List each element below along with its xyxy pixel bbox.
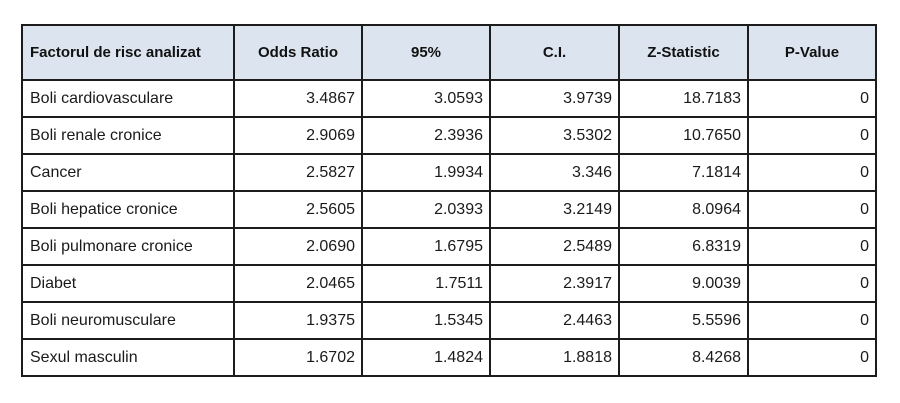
table-row: Boli cardiovasculare 3.4867 3.0593 3.9739 18… [21,79,877,118]
table-row: Sexul masculin 1.6702 1.4824 1.8818 8.4268 0 [21,338,877,377]
odds-ratio-cell: 2.5605 [233,190,363,229]
factor-cell: Sexul masculin [21,338,235,377]
odds-ratio-cell: 3.4867 [233,79,363,118]
p-value-cell: 0 [747,153,877,192]
column-header-factor: Factorul de risc analizat [21,24,235,81]
ci-lower-cell: 1.5345 [361,301,491,340]
p-value-cell: 0 [747,116,877,155]
column-header-p-value: P-Value [747,24,877,81]
odds-ratio-cell: 2.9069 [233,116,363,155]
column-header-odds-ratio: Odds Ratio [233,24,363,81]
ci-lower-cell: 1.7511 [361,264,491,303]
ci-lower-cell: 1.6795 [361,227,491,266]
risk-factors-table: Factorul de risc analizat Odds Ratio 95%… [21,24,877,377]
odds-ratio-cell: 2.0465 [233,264,363,303]
odds-ratio-cell: 2.5827 [233,153,363,192]
p-value-cell: 0 [747,338,877,377]
ci-upper-cell: 3.346 [489,153,620,192]
table-row: Boli pulmonare cronice 2.0690 1.6795 2.5489… [21,227,877,266]
z-statistic-cell: 10.7650 [618,116,749,155]
ci-upper-cell: 1.8818 [489,338,620,377]
column-header-95-percent: 95% [361,24,491,81]
p-value-cell: 0 [747,301,877,340]
z-statistic-cell: 9.0039 [618,264,749,303]
column-header-ci: C.I. [489,24,620,81]
table-row: Diabet 2.0465 1.7511 2.3917 9.0039 0 [21,264,877,303]
z-statistic-cell: 8.0964 [618,190,749,229]
ci-lower-cell: 3.0593 [361,79,491,118]
table-row: Boli neuromusculare 1.9375 1.5345 2.4463 5.5… [21,301,877,340]
z-statistic-cell: 6.8319 [618,227,749,266]
table-body: Boli cardiovasculare 3.4867 3.0593 3.9739 18… [21,79,877,377]
z-statistic-cell: 8.4268 [618,338,749,377]
odds-ratio-cell: 1.6702 [233,338,363,377]
ci-lower-cell: 2.0393 [361,190,491,229]
ci-upper-cell: 3.9739 [489,79,620,118]
ci-upper-cell: 2.4463 [489,301,620,340]
header-row: Factorul de risc analizat Odds Ratio 95%… [21,24,877,81]
ci-lower-cell: 1.9934 [361,153,491,192]
table-header: Factorul de risc analizat Odds Ratio 95%… [21,24,877,81]
ci-upper-cell: 3.5302 [489,116,620,155]
ci-upper-cell: 3.2149 [489,190,620,229]
z-statistic-cell: 7.1814 [618,153,749,192]
table-row: Boli hepatice cronice 2.5605 2.0393 3.2149 8… [21,190,877,229]
p-value-cell: 0 [747,227,877,266]
factor-cell: Boli cardiovasculare [21,79,235,118]
p-value-cell: 0 [747,79,877,118]
p-value-cell: 0 [747,190,877,229]
table-row: Cancer 2.5827 1.9934 3.346 7.1814 0 [21,153,877,192]
odds-ratio-cell: 1.9375 [233,301,363,340]
odds-ratio-cell: 2.0690 [233,227,363,266]
factor-cell: Cancer [21,153,235,192]
factor-cell: Boli pulmonare cronice [21,227,235,266]
table-row: Boli renale cronice 2.9069 2.3936 3.5302 10.… [21,116,877,155]
factor-cell: Boli neuromusculare [21,301,235,340]
factor-cell: Boli hepatice cronice [21,190,235,229]
ci-lower-cell: 2.3936 [361,116,491,155]
column-header-z-statistic: Z-Statistic [618,24,749,81]
z-statistic-cell: 18.7183 [618,79,749,118]
p-value-cell: 0 [747,264,877,303]
ci-upper-cell: 2.3917 [489,264,620,303]
factor-cell: Boli renale cronice [21,116,235,155]
z-statistic-cell: 5.5596 [618,301,749,340]
factor-cell: Diabet [21,264,235,303]
ci-upper-cell: 2.5489 [489,227,620,266]
ci-lower-cell: 1.4824 [361,338,491,377]
